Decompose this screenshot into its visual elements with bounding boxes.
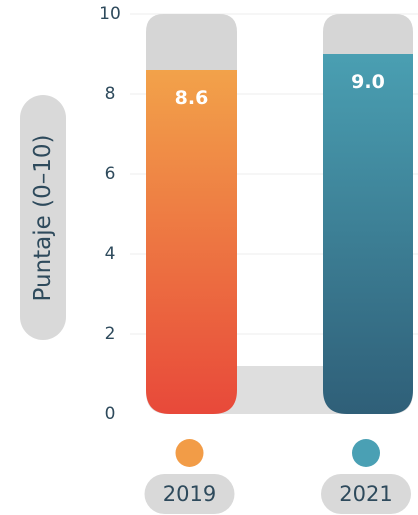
- legend: 2019 2021: [144, 439, 411, 514]
- y-tick-label: 2: [105, 324, 116, 344]
- category-pill-2019: [144, 474, 235, 514]
- bar-value-label-2019: 8.6: [175, 87, 209, 109]
- y-tick-label: 8: [105, 84, 116, 104]
- y-axis-label: Puntaje (0–10): [20, 95, 66, 340]
- bar-track-2021: [323, 14, 413, 54]
- y-tick-label: 0: [105, 404, 116, 424]
- category-pill-2021: [321, 474, 411, 514]
- category-label-2019: 2019: [163, 482, 216, 506]
- y-tick-label: 6: [105, 164, 116, 184]
- bar-2021: [323, 54, 413, 414]
- bar-2019: [146, 70, 237, 414]
- bar-track-2019: [146, 14, 237, 70]
- y-axis-label-pill: [20, 95, 66, 340]
- legend-dot-2021: [352, 439, 380, 467]
- legend-dot-2019: [175, 439, 204, 467]
- bars: 8.6 9.0: [146, 14, 413, 414]
- y-axis-ticks: 0 2 4 6 8 10: [99, 4, 121, 424]
- y-tick-label: 10: [99, 4, 121, 24]
- bar-value-label-2021: 9.0: [351, 71, 385, 93]
- y-axis-label-text: Puntaje (0–10): [30, 135, 56, 302]
- category-label-2021: 2021: [339, 482, 392, 506]
- y-tick-label: 4: [105, 244, 116, 264]
